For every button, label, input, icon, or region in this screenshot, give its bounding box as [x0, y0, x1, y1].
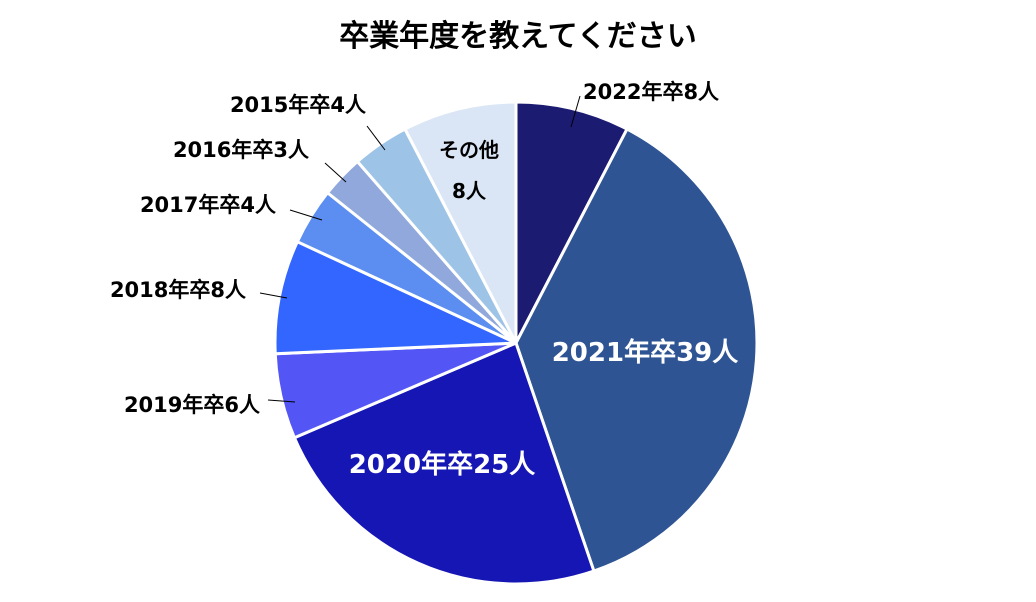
pie-slice-3: [292, 340, 596, 586]
leader-line-7: [324, 162, 347, 183]
leader-line-1: [570, 95, 581, 128]
slice-label-3: 2020年卒25人: [349, 449, 536, 480]
pie-slice-1: [514, 100, 630, 344]
pie-slices: [273, 100, 759, 586]
slice-label-7: 2016年卒3人: [173, 138, 309, 162]
slice-labels: 2022年卒8人 2021年卒39人 2020年卒25人 2019年卒6人 2018年卒…: [110, 80, 738, 480]
leader-line-8: [366, 125, 386, 151]
slice-label-4: 2019年卒6人: [124, 393, 260, 417]
slice-label-6: 2017年卒4人: [140, 193, 276, 217]
leader-line-5: [259, 292, 288, 299]
slice-label-1: 2022年卒8人: [583, 80, 719, 104]
leader-lines: [259, 95, 581, 403]
pie-slice-2: [514, 127, 759, 573]
slice-label-2: 2021年卒39人: [552, 337, 739, 368]
pie-slice-9: [402, 100, 518, 344]
leader-line-4: [267, 399, 296, 403]
slice-label-9-count: 8人: [452, 179, 487, 203]
chart-title: 卒業年度を教えてください: [339, 19, 697, 54]
slice-label-8: 2015年卒4人: [230, 93, 366, 117]
leader-line-6: [289, 209, 323, 221]
slice-label-9: その他: [439, 138, 499, 162]
slice-label-5: 2018年卒8人: [110, 278, 246, 302]
